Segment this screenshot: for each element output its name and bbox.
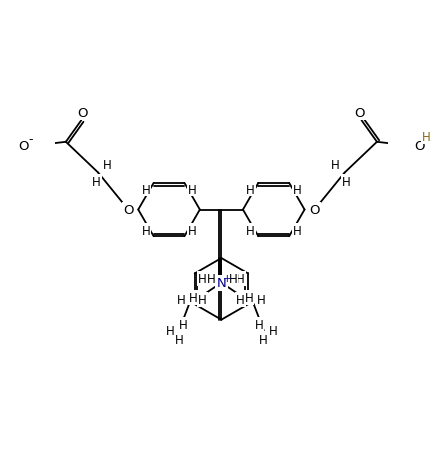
Text: H: H — [165, 324, 174, 337]
Text: H: H — [245, 291, 254, 304]
Text: H: H — [236, 272, 245, 285]
Text: O: O — [123, 203, 133, 216]
Text: H: H — [198, 272, 207, 285]
Text: N: N — [216, 276, 226, 290]
Text: O: O — [355, 107, 365, 120]
Text: H: H — [422, 131, 431, 143]
Text: H: H — [177, 294, 186, 307]
Text: H: H — [103, 159, 112, 172]
Text: H: H — [142, 183, 150, 196]
Text: H: H — [255, 318, 264, 331]
Text: H: H — [269, 324, 277, 337]
Text: +: + — [222, 273, 231, 283]
Text: -: - — [28, 133, 33, 146]
Text: H: H — [188, 183, 197, 196]
Text: H: H — [198, 294, 207, 307]
Text: O: O — [78, 107, 88, 120]
Text: H: H — [236, 294, 245, 307]
Text: H: H — [175, 333, 184, 346]
Text: H: H — [257, 294, 266, 307]
Text: H: H — [189, 291, 198, 304]
Text: H: H — [246, 183, 255, 196]
Text: O: O — [309, 203, 320, 216]
Text: H: H — [229, 273, 237, 286]
Text: H: H — [142, 224, 150, 237]
Text: H: H — [342, 176, 350, 189]
Text: H: H — [188, 224, 197, 237]
Text: H: H — [92, 176, 101, 189]
Text: H: H — [292, 224, 301, 237]
Text: H: H — [331, 159, 340, 172]
Text: O: O — [18, 140, 29, 153]
Text: H: H — [246, 224, 255, 237]
Text: H: H — [259, 333, 268, 346]
Text: O: O — [414, 140, 425, 153]
Text: H: H — [207, 273, 216, 286]
Text: H: H — [292, 183, 301, 196]
Text: H: H — [179, 318, 188, 331]
